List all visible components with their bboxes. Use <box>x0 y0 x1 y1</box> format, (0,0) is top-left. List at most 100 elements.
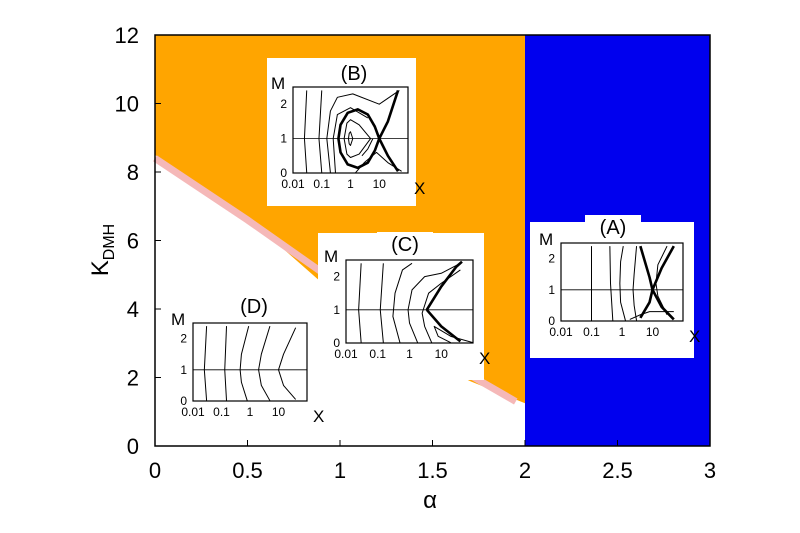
inset-tag-background <box>326 61 382 85</box>
x-tick-label: 2.5 <box>602 458 633 483</box>
inset-tag: (B) <box>341 63 368 85</box>
y-axis-ticks: 0 2 4 6 8 10 12 <box>115 23 161 459</box>
inset-d: (D) M X 0 1 2 0.01 0.1 1 10 <box>162 294 324 434</box>
inset-y-tick: 2 <box>280 97 287 111</box>
x-tick-label: 1.5 <box>417 458 448 483</box>
inset-curve <box>392 262 413 343</box>
x-tick-label: 3 <box>704 458 716 483</box>
y-tick-label: 12 <box>115 23 139 48</box>
inset-x-tick: 1 <box>247 405 254 419</box>
inset-x-label: X <box>414 179 425 198</box>
y-axis-title-main: K <box>87 260 114 276</box>
inset-x-label: X <box>689 327 700 346</box>
inset-x-tick: 0.1 <box>583 325 600 339</box>
inset-curve <box>655 245 668 315</box>
inset-a: (A) M X 0 1 2 0.01 0.1 1 10 <box>530 215 700 358</box>
inset-frame <box>192 322 308 402</box>
inset-y-tick: 0 <box>280 166 287 180</box>
inset-curves <box>346 260 473 343</box>
inset-curve <box>343 119 372 159</box>
inset-y-tick: 2 <box>180 332 187 346</box>
inset-curves <box>293 90 408 173</box>
x-tick-label: 1 <box>334 458 346 483</box>
inset-x-tick: 10 <box>435 347 449 361</box>
inset-tag: (A) <box>600 217 627 239</box>
inset-x-tick: 0.01 <box>334 347 358 361</box>
inset-curve <box>407 262 461 343</box>
inset-curves <box>561 245 683 321</box>
inset-x-tick: 10 <box>272 405 286 419</box>
inset-x-tick: 1 <box>406 347 413 361</box>
inset-tag-background <box>585 215 641 239</box>
inset-y-tick: 2 <box>548 252 555 266</box>
inset-x-tick: 1 <box>619 325 626 339</box>
inset-curve <box>378 138 400 172</box>
inset-curve <box>609 246 614 321</box>
x-axis-ticks: 0 0.5 1 1.5 2 2.5 3 <box>149 440 716 483</box>
inset-curve <box>224 326 228 401</box>
inset-y-tick: 2 <box>333 270 340 284</box>
x-tick-label: 0.5 <box>232 458 263 483</box>
inset-x-tick: 0.1 <box>369 347 386 361</box>
inset-curve <box>278 327 297 400</box>
inset-y-label: M <box>271 74 285 93</box>
inset-x-tick: 10 <box>646 325 660 339</box>
x-tick-label: 2 <box>519 458 531 483</box>
y-tick-label: 6 <box>127 229 139 254</box>
inset-b: (B) M X 0 1 2 0.01 0.1 1 10 <box>267 58 425 206</box>
inset-curve <box>203 326 208 401</box>
inset-curve <box>258 325 271 401</box>
y-tick-label: 4 <box>127 297 139 322</box>
inset-y-tick: 0 <box>180 394 187 408</box>
inset-y-tick: 1 <box>548 283 555 297</box>
inset-y-tick: 1 <box>280 132 287 146</box>
inset-curve <box>358 263 362 343</box>
y-axis-title: KDMH <box>87 224 118 276</box>
y-tick-label: 2 <box>127 366 139 391</box>
inset-curve <box>239 325 250 401</box>
inset-x-tick: 0.1 <box>313 177 330 191</box>
inset-x-tick: 10 <box>373 177 387 191</box>
inset-tag-background <box>226 294 282 318</box>
inset-frame <box>292 86 409 174</box>
y-axis-title-subscript: DMH <box>101 224 118 260</box>
inset-curve <box>318 90 323 173</box>
inset-x-tick: 0.01 <box>549 325 573 339</box>
y-tick-label: 10 <box>115 92 139 117</box>
inset-y-label: M <box>539 230 553 249</box>
svg-text:KDMH: KDMH <box>87 224 118 276</box>
inset-y-tick: 0 <box>548 314 555 328</box>
x-axis-title: α <box>423 487 437 514</box>
y-tick-label: 0 <box>127 434 139 459</box>
inset-x-tick: 0.01 <box>181 405 205 419</box>
inset-curve <box>303 90 308 173</box>
inset-y-tick: 1 <box>180 363 187 377</box>
inset-x-tick: 0.1 <box>213 405 230 419</box>
inset-x-tick: 0.01 <box>281 177 305 191</box>
inset-tag: (D) <box>240 296 268 318</box>
inset-curve <box>425 308 462 343</box>
inset-curve <box>379 263 384 343</box>
inset-curve <box>425 260 463 311</box>
inset-c: (C) M X 0 1 2 0.01 0.1 1 10 <box>318 232 490 380</box>
inset-curve <box>378 90 400 140</box>
inset-y-label: M <box>171 310 185 329</box>
inset-x-label: X <box>313 407 324 426</box>
inset-x-tick: 1 <box>347 177 354 191</box>
inset-tag: (C) <box>391 234 419 256</box>
inset-x-label: X <box>479 349 490 368</box>
inset-curve <box>619 246 626 321</box>
inset-curve <box>361 138 374 157</box>
inset-curve <box>632 246 638 321</box>
inset-tag-background <box>377 232 433 256</box>
inset-curve <box>337 108 381 170</box>
inset-frame <box>560 242 684 322</box>
inset-curve <box>326 90 400 173</box>
inset-curves <box>193 325 307 401</box>
inset-curve <box>347 131 354 146</box>
inset-y-label: M <box>324 247 338 266</box>
inset-curve <box>629 311 674 320</box>
inset-y-tick: 1 <box>333 303 340 317</box>
x-tick-label: 0 <box>149 458 161 483</box>
